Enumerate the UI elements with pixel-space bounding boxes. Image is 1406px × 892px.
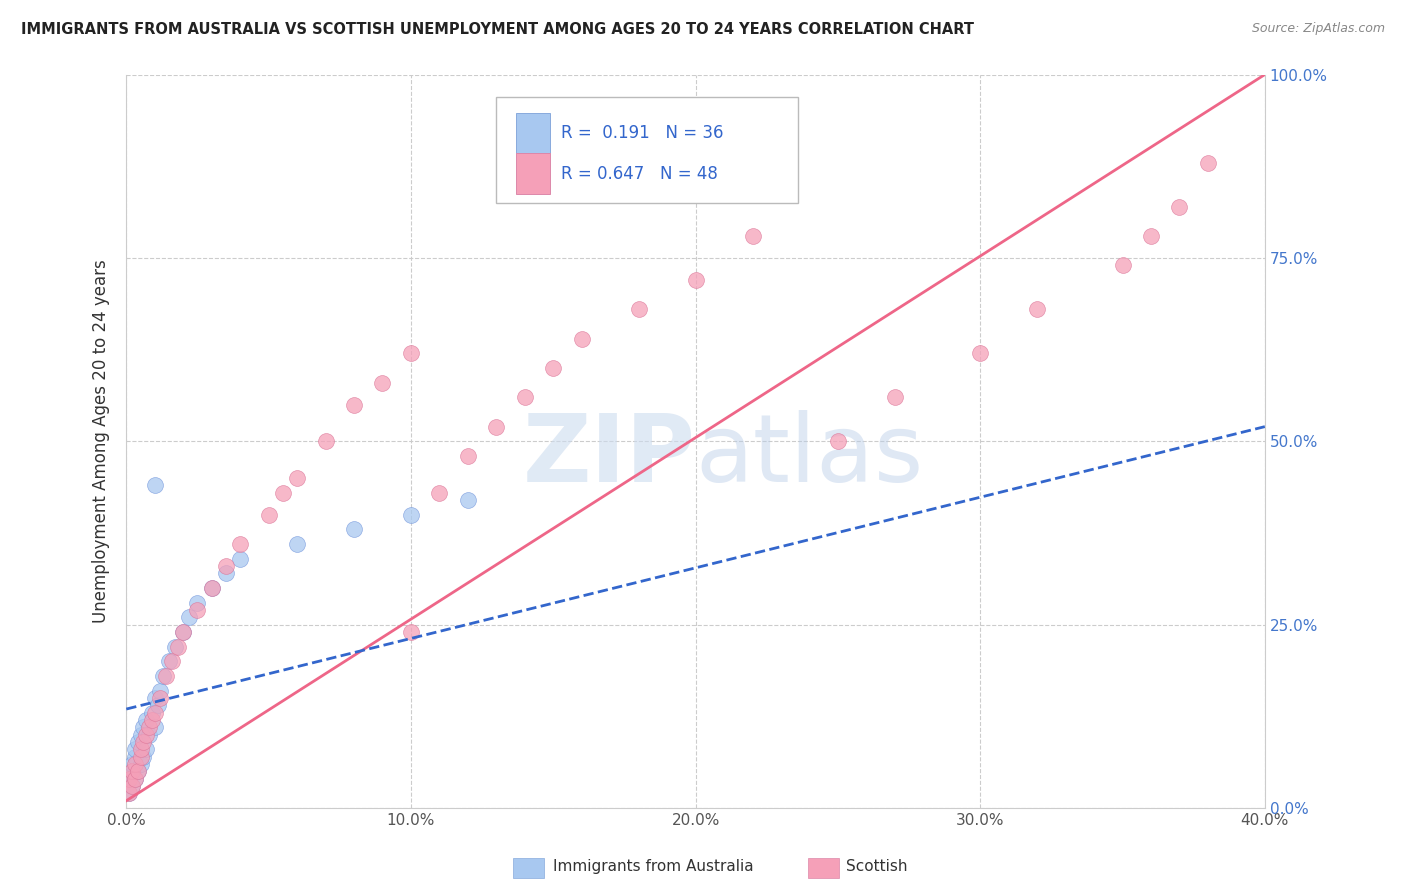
Point (141, 713, 163, 727)
Point (177, 610, 200, 624)
Text: R = 0.647   N = 48: R = 0.647 N = 48 (561, 164, 718, 183)
Point (1168, 200, 1191, 214)
Point (127, 735, 149, 749)
Point (457, 449, 479, 463)
Point (201, 581, 224, 595)
Point (132, 749, 155, 764)
Point (457, 493, 479, 508)
Text: R =  0.191   N = 36: R = 0.191 N = 36 (561, 124, 724, 142)
Point (121, 779, 143, 793)
Point (143, 478, 166, 492)
Point (135, 742, 157, 756)
Text: Scottish: Scottish (846, 859, 908, 873)
Point (1111, 258, 1133, 272)
Point (132, 735, 155, 749)
Point (166, 640, 188, 654)
Point (118, 786, 141, 800)
Point (399, 625, 422, 640)
Point (172, 625, 194, 640)
FancyBboxPatch shape (516, 153, 550, 194)
Point (132, 720, 155, 734)
Point (157, 654, 180, 668)
Point (163, 640, 186, 654)
Point (118, 772, 141, 786)
Y-axis label: Unemployment Among Ages 20 to 24 years: Unemployment Among Ages 20 to 24 years (93, 260, 110, 624)
Point (155, 669, 177, 683)
Text: Source: ZipAtlas.com: Source: ZipAtlas.com (1251, 22, 1385, 36)
Point (135, 713, 157, 727)
Point (827, 434, 849, 449)
Point (399, 508, 422, 522)
Point (513, 390, 536, 404)
Point (124, 742, 146, 756)
Point (429, 485, 451, 500)
Point (285, 471, 308, 485)
Point (129, 749, 152, 764)
Point (124, 749, 146, 764)
Point (118, 786, 141, 800)
Point (124, 772, 146, 786)
Point (127, 764, 149, 779)
Point (257, 508, 280, 522)
Point (371, 376, 394, 390)
Point (1197, 155, 1219, 169)
Point (143, 691, 166, 706)
Point (627, 302, 650, 317)
Point (138, 720, 160, 734)
Point (1026, 302, 1049, 317)
Point (129, 757, 152, 772)
FancyBboxPatch shape (516, 113, 550, 153)
Point (118, 772, 141, 786)
FancyBboxPatch shape (496, 96, 799, 202)
Point (143, 720, 166, 734)
Point (121, 757, 143, 772)
Text: atlas: atlas (696, 410, 924, 502)
Point (127, 764, 149, 779)
Point (741, 228, 763, 243)
Text: Immigrants from Australia: Immigrants from Australia (553, 859, 754, 873)
Point (969, 346, 991, 360)
Point (343, 398, 366, 412)
Point (399, 346, 422, 360)
Text: IMMIGRANTS FROM AUSTRALIA VS SCOTTISH UNEMPLOYMENT AMONG AGES 20 TO 24 YEARS COR: IMMIGRANTS FROM AUSTRALIA VS SCOTTISH UN… (21, 22, 974, 37)
Point (141, 706, 163, 720)
Point (138, 728, 160, 742)
Point (152, 669, 174, 683)
Text: ZIP: ZIP (523, 410, 696, 502)
Point (883, 390, 905, 404)
Point (121, 779, 143, 793)
Point (124, 772, 146, 786)
Point (129, 742, 152, 756)
Point (172, 625, 194, 640)
Point (121, 764, 143, 779)
Point (186, 603, 208, 617)
Point (143, 706, 166, 720)
Point (124, 757, 146, 772)
Point (229, 551, 252, 566)
Point (229, 537, 252, 551)
Point (160, 654, 183, 668)
Point (215, 566, 238, 581)
Point (271, 485, 294, 500)
Point (1140, 228, 1163, 243)
Point (121, 764, 143, 779)
Point (149, 683, 172, 698)
Point (149, 691, 172, 706)
Point (285, 537, 308, 551)
Point (543, 360, 565, 375)
Point (685, 273, 707, 287)
Point (315, 434, 337, 449)
Point (485, 419, 508, 434)
Point (135, 728, 157, 742)
Point (129, 728, 152, 742)
Point (571, 332, 593, 346)
Point (201, 581, 224, 595)
Point (186, 596, 208, 610)
Point (215, 559, 238, 574)
Point (146, 698, 169, 713)
Point (343, 522, 366, 536)
